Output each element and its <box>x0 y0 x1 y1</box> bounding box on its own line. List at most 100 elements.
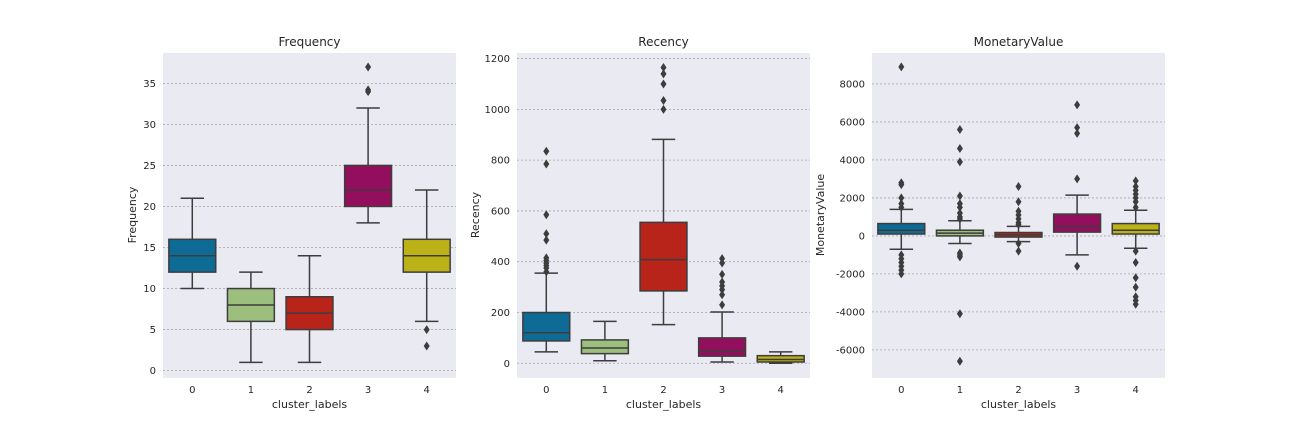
outlier-point <box>543 210 550 220</box>
recency-ytick-label: 800 <box>491 156 510 167</box>
outlier-point <box>1074 100 1081 110</box>
monetaryvalue-ytick-label: 4000 <box>840 155 865 166</box>
outlier-point <box>365 85 372 95</box>
outlier-point <box>1132 176 1139 186</box>
box-iqr <box>343 164 393 208</box>
outlier-point <box>543 235 550 245</box>
frequency-box-0 <box>168 197 217 290</box>
outlier-point <box>1132 258 1139 268</box>
recency-ytick-label: 1200 <box>485 54 510 65</box>
outlier-point <box>1015 206 1022 216</box>
box-iqr <box>522 311 571 342</box>
outlier-point <box>365 62 372 72</box>
frequency-xlabel: cluster_labels <box>272 398 348 411</box>
frequency-box-4 <box>402 189 451 351</box>
outlier-point <box>956 144 963 154</box>
frequency-title: Frequency <box>279 35 341 49</box>
outlier-point <box>1074 174 1081 184</box>
monetaryvalue-xtick-label: 0 <box>898 385 904 396</box>
frequency-xtick-label: 0 <box>189 385 195 396</box>
recency-xtick-label: 0 <box>543 385 549 396</box>
outlier-point <box>956 125 963 135</box>
recency-xtick-label: 2 <box>660 385 666 396</box>
frequency-xtick-label: 3 <box>365 385 371 396</box>
monetaryvalue-ytick-label: -4000 <box>836 307 865 318</box>
recency-box-1 <box>580 320 630 362</box>
outlier-point <box>660 69 667 79</box>
outlier-point <box>660 62 667 72</box>
frequency-ytick-label: 10 <box>143 284 156 295</box>
recency-xlabel: cluster_labels <box>626 398 702 411</box>
frequency-box-2 <box>285 254 334 364</box>
recency-xtick-label: 4 <box>778 385 784 396</box>
recency-ytick-label: 0 <box>504 359 510 370</box>
outlier-point <box>423 325 430 335</box>
outlier-point <box>956 157 963 167</box>
outlier-point <box>1015 246 1022 256</box>
monetaryvalue-xtick-label: 3 <box>1074 385 1080 396</box>
box-iqr <box>877 222 926 235</box>
monetaryvalue-xtick-label: 4 <box>1133 385 1139 396</box>
monetaryvalue-box-2 <box>994 182 1043 256</box>
outlier-point <box>1132 182 1139 192</box>
outlier-point <box>660 79 667 89</box>
monetaryvalue-ytick-label: 6000 <box>840 117 865 128</box>
outlier-point <box>543 253 550 263</box>
outlier-point <box>543 146 550 156</box>
frequency-xtick-label: 4 <box>424 385 430 396</box>
monetaryvalue-box-4 <box>1111 176 1160 309</box>
outlier-point <box>956 199 963 209</box>
outlier-point <box>719 269 726 279</box>
frequency-xtick-label: 2 <box>306 385 312 396</box>
frequency-box-3 <box>343 62 393 224</box>
outlier-point <box>956 309 963 319</box>
outlier-point <box>1132 282 1139 292</box>
outlier-point <box>1132 292 1139 302</box>
frequency-ytick-label: 0 <box>150 366 156 377</box>
monetaryvalue-ytick-label: 2000 <box>840 193 865 204</box>
recency-ytick-label: 200 <box>491 308 510 319</box>
outlier-point <box>1132 246 1139 256</box>
monetaryvalue-ytick-label: -6000 <box>836 345 865 356</box>
monetaryvalue-ytick-label: -2000 <box>836 269 865 280</box>
frequency-ytick-label: 20 <box>143 202 156 213</box>
box-iqr <box>1052 213 1102 233</box>
monetaryvalue-panel: MonetaryValue cluster_labels MonetaryVal… <box>814 35 1165 411</box>
recency-ylabel: Recency <box>469 191 482 238</box>
outlier-point <box>719 300 726 310</box>
outlier-point <box>898 199 905 209</box>
recency-title: Recency <box>638 35 688 49</box>
outlier-point <box>1015 182 1022 192</box>
monetaryvalue-box-0 <box>877 62 926 279</box>
frequency-ytick-label: 35 <box>143 79 156 90</box>
outlier-point <box>719 254 726 264</box>
outlier-point <box>1015 239 1022 249</box>
recency-ytick-label: 600 <box>491 206 510 217</box>
frequency-ylabel: Frequency <box>126 186 139 243</box>
monetaryvalue-title: MonetaryValue <box>974 35 1064 49</box>
box-iqr <box>639 221 688 292</box>
outlier-point <box>1074 123 1081 133</box>
outlier-point <box>898 193 905 203</box>
outlier-point <box>660 104 667 114</box>
frequency-ytick-label: 15 <box>143 243 156 254</box>
outlier-point <box>719 277 726 287</box>
frequency-ytick-label: 5 <box>150 325 156 336</box>
outlier-point <box>956 191 963 201</box>
frequency-ytick-label: 30 <box>143 120 156 131</box>
monetaryvalue-box-1 <box>935 125 985 366</box>
outlier-point <box>1132 273 1139 283</box>
outlier-point <box>660 95 667 105</box>
monetaryvalue-xtick-label: 2 <box>1015 385 1021 396</box>
recency-ytick-label: 1000 <box>485 105 510 116</box>
monetaryvalue-ylabel: MonetaryValue <box>814 174 827 256</box>
outlier-point <box>543 159 550 169</box>
monetaryvalue-ytick-label: 8000 <box>840 79 865 90</box>
recency-xtick-label: 1 <box>602 385 608 396</box>
outlier-point <box>543 229 550 239</box>
box-iqr <box>697 337 747 357</box>
recency-panel: Recency cluster_labels Recency 0 200 400 60… <box>469 35 810 411</box>
frequency-xtick-label: 1 <box>248 385 254 396</box>
outlier-point <box>1074 128 1081 138</box>
